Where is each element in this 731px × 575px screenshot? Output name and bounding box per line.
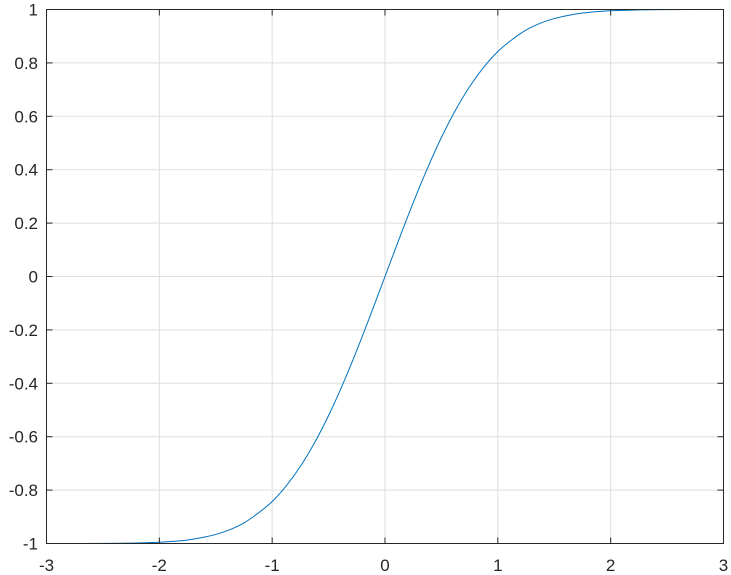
y-tick-label: 0.2 bbox=[14, 214, 38, 233]
y-tick-labels: -1 -0.8 -0.6 -0.4 -0.2 0 0.2 0.4 0.6 0.8 1 bbox=[9, 1, 38, 554]
x-tick-label: 1 bbox=[493, 556, 502, 575]
y-tick-label: -0.6 bbox=[9, 428, 38, 447]
x-tick-label: -3 bbox=[39, 556, 54, 575]
y-tick-label: -0.4 bbox=[9, 374, 38, 393]
ticks bbox=[46, 9, 724, 544]
series-line bbox=[46, 9, 724, 544]
y-tick-label: 0.6 bbox=[14, 107, 38, 126]
y-tick-label: -0.2 bbox=[9, 321, 38, 340]
x-tick-label: -1 bbox=[265, 556, 280, 575]
x-tick-label: -2 bbox=[152, 556, 167, 575]
x-tick-labels: -3 -2 -1 0 1 2 3 bbox=[39, 556, 728, 575]
y-tick-label: -0.8 bbox=[9, 481, 38, 500]
y-tick-label: 0.8 bbox=[14, 54, 38, 73]
x-tick-label: 2 bbox=[606, 556, 615, 575]
y-tick-label: 0.4 bbox=[14, 161, 38, 180]
x-tick-label: 0 bbox=[380, 556, 389, 575]
y-tick-label: 0 bbox=[29, 268, 38, 287]
y-tick-label: 1 bbox=[29, 1, 38, 20]
y-tick-label: -1 bbox=[23, 535, 38, 554]
x-tick-label: 3 bbox=[719, 556, 728, 575]
